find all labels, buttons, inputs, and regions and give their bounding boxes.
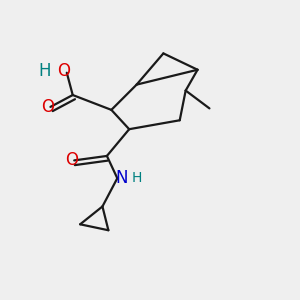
Text: H: H [38,62,51,80]
Text: O: O [41,98,54,116]
Text: O: O [65,152,78,169]
Text: N: N [116,169,128,187]
Text: O: O [57,62,70,80]
Text: H: H [131,171,142,185]
